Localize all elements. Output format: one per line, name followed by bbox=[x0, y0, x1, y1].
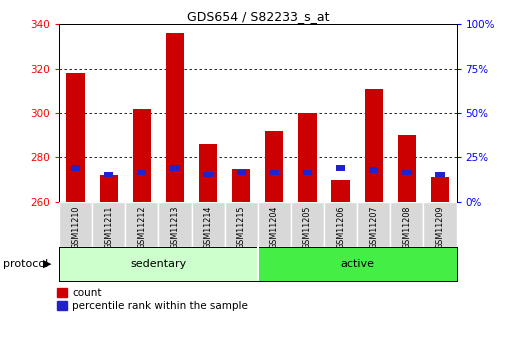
Text: GSM11205: GSM11205 bbox=[303, 205, 312, 249]
Bar bbox=[104, 172, 113, 177]
Text: active: active bbox=[340, 259, 374, 269]
FancyBboxPatch shape bbox=[390, 202, 423, 247]
FancyBboxPatch shape bbox=[357, 202, 390, 247]
Text: GSM11209: GSM11209 bbox=[436, 205, 444, 249]
Text: GSM11215: GSM11215 bbox=[236, 205, 246, 249]
Text: GSM11211: GSM11211 bbox=[104, 205, 113, 249]
Bar bbox=[369, 167, 379, 173]
Bar bbox=[236, 170, 246, 175]
FancyBboxPatch shape bbox=[423, 202, 457, 247]
Bar bbox=[170, 165, 180, 171]
FancyBboxPatch shape bbox=[291, 202, 324, 247]
FancyBboxPatch shape bbox=[59, 202, 92, 247]
Text: protocol: protocol bbox=[3, 259, 48, 269]
Bar bbox=[137, 170, 147, 175]
Text: GSM11207: GSM11207 bbox=[369, 205, 378, 249]
Text: GSM11204: GSM11204 bbox=[270, 205, 279, 249]
Bar bbox=[336, 165, 345, 171]
Text: GSM11212: GSM11212 bbox=[137, 205, 146, 249]
Bar bbox=[67, 73, 85, 202]
Bar bbox=[398, 135, 416, 202]
Bar bbox=[100, 175, 118, 202]
Bar bbox=[71, 165, 80, 171]
Legend: count, percentile rank within the sample: count, percentile rank within the sample bbox=[56, 288, 248, 311]
FancyBboxPatch shape bbox=[92, 202, 125, 247]
Bar bbox=[265, 131, 284, 202]
Text: GSM11214: GSM11214 bbox=[204, 205, 212, 249]
FancyBboxPatch shape bbox=[191, 202, 225, 247]
Text: ▶: ▶ bbox=[43, 259, 51, 269]
Bar bbox=[232, 168, 250, 202]
FancyBboxPatch shape bbox=[59, 247, 258, 281]
Bar bbox=[431, 177, 449, 202]
Bar bbox=[402, 170, 411, 175]
Title: GDS654 / S82233_s_at: GDS654 / S82233_s_at bbox=[187, 10, 329, 23]
FancyBboxPatch shape bbox=[258, 247, 457, 281]
Bar bbox=[199, 144, 217, 202]
FancyBboxPatch shape bbox=[225, 202, 258, 247]
Text: GSM11208: GSM11208 bbox=[402, 205, 411, 249]
FancyBboxPatch shape bbox=[258, 202, 291, 247]
Bar bbox=[166, 33, 184, 202]
Bar bbox=[299, 113, 317, 202]
Text: GSM11210: GSM11210 bbox=[71, 205, 80, 249]
Bar bbox=[204, 172, 213, 177]
Bar bbox=[436, 172, 445, 177]
Bar bbox=[365, 89, 383, 202]
FancyBboxPatch shape bbox=[324, 202, 357, 247]
Bar bbox=[133, 109, 151, 202]
Bar bbox=[270, 170, 279, 175]
Bar bbox=[331, 180, 350, 202]
Text: GSM11213: GSM11213 bbox=[170, 205, 180, 249]
FancyBboxPatch shape bbox=[159, 202, 191, 247]
Text: sedentary: sedentary bbox=[130, 259, 187, 269]
FancyBboxPatch shape bbox=[125, 202, 159, 247]
Bar bbox=[303, 170, 312, 175]
Text: GSM11206: GSM11206 bbox=[336, 205, 345, 249]
